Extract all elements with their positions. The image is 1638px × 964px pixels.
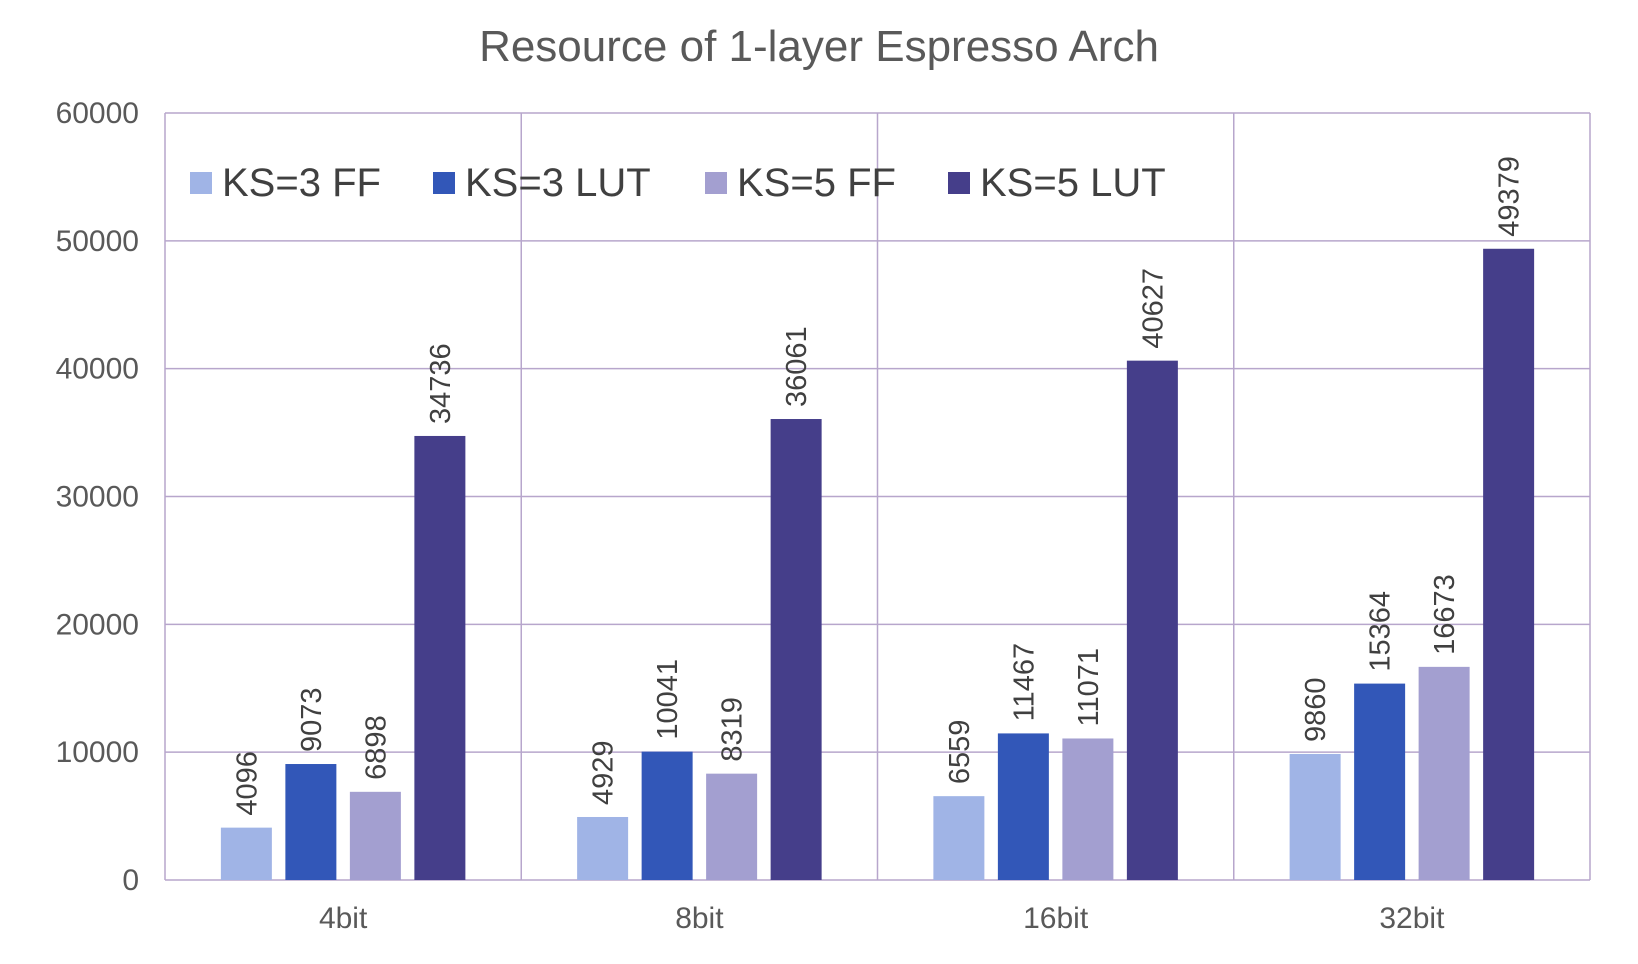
bar	[1354, 683, 1406, 880]
data-label: 11071	[1073, 648, 1105, 727]
bar	[1289, 753, 1341, 880]
x-tick-label: 16bit	[1023, 902, 1089, 935]
data-label: 49379	[1494, 156, 1526, 237]
legend-swatch	[190, 172, 212, 194]
data-label: 8319	[717, 697, 749, 762]
data-label: 4929	[588, 740, 620, 805]
legend-label: KS=5 FF	[737, 161, 896, 205]
bar	[577, 816, 629, 880]
data-label: 15364	[1365, 591, 1397, 672]
x-tick-label: 4bit	[319, 902, 368, 935]
bar	[770, 419, 822, 880]
bar	[641, 751, 693, 880]
x-tick-label: 32bit	[1379, 902, 1445, 935]
data-label: 34736	[425, 343, 457, 424]
data-label: 4096	[231, 751, 263, 816]
legend-label: KS=3 LUT	[465, 161, 651, 205]
data-label: 36061	[781, 326, 813, 407]
bar	[414, 435, 466, 880]
legend-swatch	[705, 172, 727, 194]
data-label: 11467	[1008, 643, 1040, 722]
y-tick-label: 10000	[56, 736, 139, 769]
bar	[1418, 666, 1470, 880]
bar	[349, 791, 401, 880]
bar	[1483, 248, 1535, 880]
data-label: 10041	[652, 659, 684, 740]
legend-label: KS=5 LUT	[980, 161, 1166, 205]
x-tick-label: 8bit	[675, 902, 724, 935]
bar	[220, 827, 272, 880]
bar	[933, 796, 985, 880]
bar	[997, 733, 1049, 880]
bar	[1062, 738, 1114, 880]
data-label: 6898	[360, 715, 392, 780]
chart-title: Resource of 1-layer Espresso Arch	[479, 22, 1159, 71]
y-tick-label: 60000	[56, 97, 139, 130]
bar	[1126, 360, 1178, 881]
y-tick-label: 40000	[56, 353, 139, 386]
legend-swatch	[433, 172, 455, 194]
bar	[706, 773, 758, 880]
y-tick-label: 50000	[56, 225, 139, 258]
y-tick-label: 20000	[56, 608, 139, 641]
data-label: 16673	[1429, 574, 1461, 655]
bar	[285, 764, 337, 880]
data-label: 9073	[296, 688, 328, 753]
y-tick-label: 30000	[56, 481, 139, 514]
legend-swatch	[948, 172, 970, 194]
data-label: 40627	[1137, 268, 1169, 349]
data-label: 9860	[1300, 677, 1332, 742]
legend-label: KS=3 FF	[222, 161, 381, 205]
data-label: 6559	[944, 720, 976, 785]
y-tick-label: 0	[122, 864, 139, 897]
